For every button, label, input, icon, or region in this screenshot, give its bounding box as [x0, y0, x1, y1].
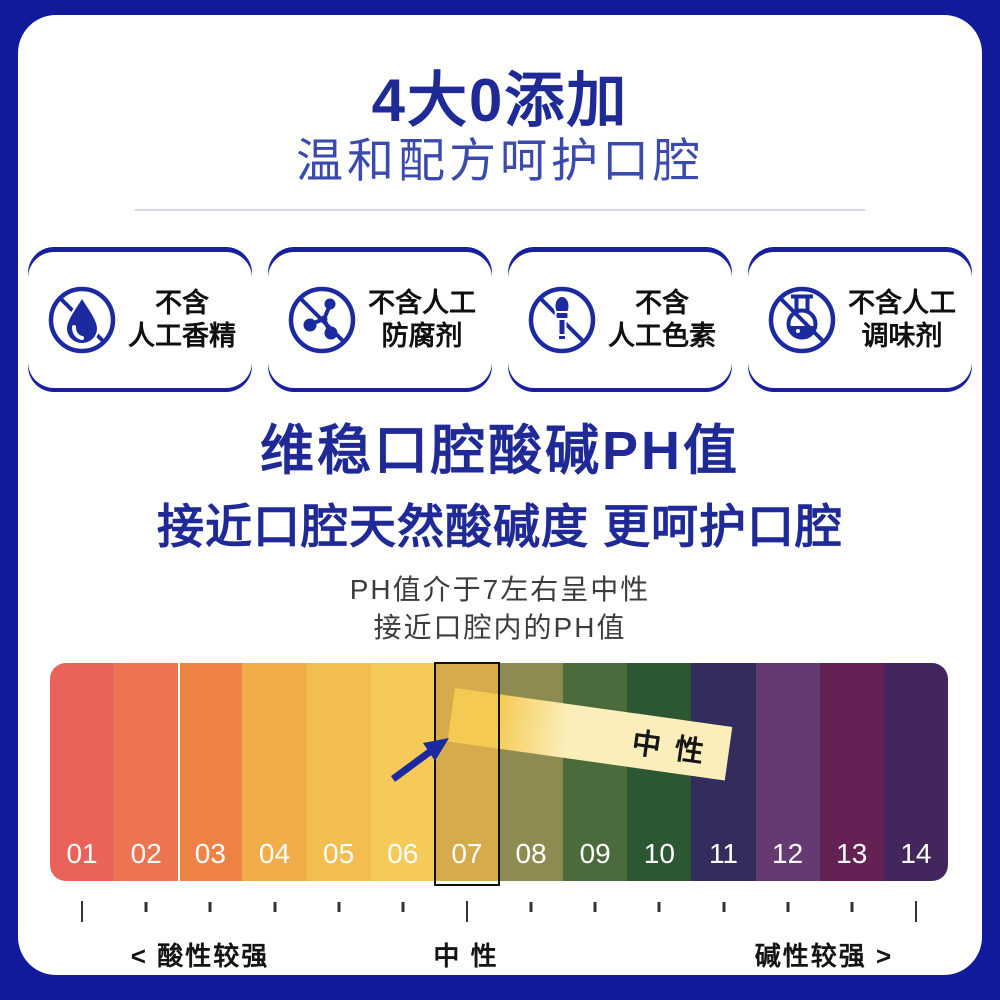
alkaline-axis-label: 碱性较强 > [754, 941, 894, 971]
badge-row: 不含 人工香精 不含人工 防腐剂 [28, 252, 972, 388]
ph-note-2: 接近口腔内的PH值 [373, 612, 627, 643]
ph-band-label: 10 [643, 838, 675, 869]
ph-tick-06 [401, 902, 405, 912]
ph-band-label: 14 [900, 838, 932, 869]
ph-tick-07 [465, 901, 468, 922]
badge-label-line2: 调味剂 [861, 321, 943, 351]
ph-tick-10 [657, 902, 661, 912]
ph-band-03: 03 [178, 663, 243, 881]
ph-tick-01 [81, 901, 84, 922]
ph-band-14: 14 [883, 663, 948, 881]
ph-band-02: 02 [114, 663, 179, 881]
no-flavoring-flask-icon [768, 286, 836, 354]
no-colorant-dropper-icon [528, 286, 596, 354]
badge-label-line1: 不含 [155, 288, 209, 319]
ph-note-1: PH值介于7左右呈中性 [349, 574, 651, 605]
ph-band-label: 01 [66, 838, 98, 869]
no-preservative-molecule-icon [288, 286, 356, 354]
ph-tick-11 [722, 902, 725, 912]
ph-scale: 01 02 03 04 05 06 07 08 09 10 11 12 13 14 中 性 [50, 662, 948, 886]
ph-tick-13 [850, 902, 854, 912]
ph-tick-09 [593, 902, 597, 912]
badge-label: 不含 人工色素 [608, 287, 716, 353]
ph-tick-12 [786, 902, 790, 912]
badge-no-preservative: 不含人工 防腐剂 [268, 252, 492, 388]
badge-label-line2: 防腐剂 [381, 321, 463, 351]
badge-label: 不含 人工香精 [128, 287, 236, 353]
ph-tick-03 [208, 902, 212, 912]
badge-label-line2: 人工色素 [608, 321, 716, 351]
page-title: 4大0添加 [371, 67, 629, 134]
divider [135, 209, 865, 211]
ph-band-label: 13 [836, 838, 868, 869]
ph-band-13: 13 [819, 663, 884, 881]
ph-band-label: 05 [323, 838, 355, 869]
ph-band-label: 03 [194, 838, 226, 869]
ph-band-label: 09 [579, 838, 611, 869]
ph-band-label: 04 [258, 838, 291, 869]
section-heading: 维稳口腔酸碱PH值 [259, 421, 740, 481]
badge-label-line2: 人工香精 [128, 321, 236, 351]
ph-band-label: 11 [708, 838, 739, 869]
neutral-axis-label: 中 性 [433, 941, 499, 971]
ph-tick-02 [144, 902, 148, 912]
badge-label: 不含人工 防腐剂 [368, 287, 476, 353]
badge-label-line1: 不含人工 [368, 288, 476, 319]
ph-band-label: 06 [387, 838, 419, 869]
section-subheading: 接近口腔天然酸碱度 更呵护口腔 [156, 500, 844, 553]
ph-band-label: 07 [451, 838, 483, 869]
acid-axis-label: < 酸性较强 [130, 941, 270, 971]
badge-label-line1: 不含人工 [848, 288, 956, 319]
ph7-highlight-box [433, 662, 500, 886]
ph-band-label: 08 [515, 838, 547, 869]
badge-label-line1: 不含 [635, 288, 689, 319]
ph-scale-bands: 01 02 03 04 05 06 07 08 09 10 11 12 13 14 [50, 663, 948, 881]
badge-label: 不含人工 调味剂 [848, 287, 956, 353]
badge-no-fragrance: 不含 人工香精 [28, 252, 252, 388]
ph-band-01: 01 [50, 663, 115, 881]
ph-tick-05 [337, 902, 341, 912]
ph-tick-14 [914, 901, 917, 922]
ph-band-label: 02 [130, 838, 162, 869]
badge-no-colorant: 不含 人工色素 [508, 252, 732, 388]
ph-ticks [50, 901, 948, 923]
ph-band-05: 05 [306, 663, 371, 881]
ph-tick-04 [273, 902, 276, 912]
ph-band-09: 09 [563, 663, 628, 881]
ph-band-12: 12 [755, 663, 820, 881]
page-subtitle: 温和配方呵护口腔 [296, 134, 704, 187]
strip-label: 中 性 [629, 727, 709, 770]
badge-no-flavoring: 不含人工 调味剂 [748, 252, 972, 388]
ph-band-04: 04 [242, 663, 307, 881]
ph-tick-08 [529, 902, 533, 912]
ph-band-label: 12 [772, 838, 804, 869]
ph-band-06: 06 [370, 663, 435, 881]
no-fragrance-drop-icon [48, 286, 116, 354]
